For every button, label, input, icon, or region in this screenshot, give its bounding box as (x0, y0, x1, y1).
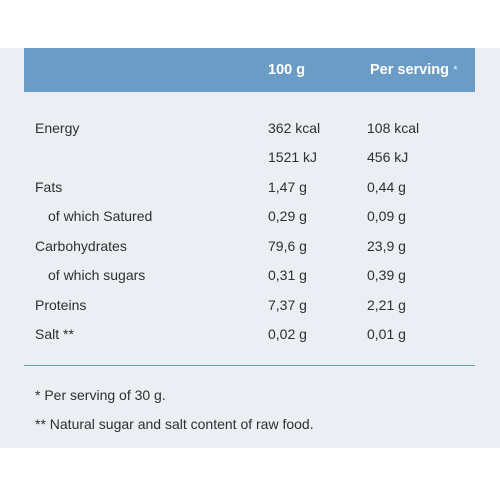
table-row-carbohydrates: Carbohydrates 79,6 g 23,9 g (0, 236, 500, 256)
row-value-100g: 0,02 g (268, 326, 307, 342)
header-100g: 100 g (268, 62, 306, 78)
table-row-salt: Salt ** 0,02 g 0,01 g (0, 324, 500, 344)
row-value-serving: 0,09 g (367, 208, 406, 224)
row-label: Salt ** (35, 326, 74, 342)
table-row-saturated: of which Satured 0,29 g 0,09 g (0, 206, 500, 226)
row-value-100g: 1,47 g (268, 179, 307, 195)
header-asterisk: * (453, 63, 458, 77)
row-value-serving: 108 kcal (367, 120, 420, 136)
row-value-serving: 0,39 g (367, 267, 406, 283)
footnote-serving: * Per serving of 30 g. (35, 387, 166, 403)
row-value-serving: 456 kJ (367, 149, 409, 165)
row-label: Fats (35, 179, 63, 195)
table-row-sugars: of which sugars 0,31 g 0,39 g (0, 265, 500, 285)
table-row-fats: Fats 1,47 g 0,44 g (0, 177, 500, 197)
row-label: Carbohydrates (35, 238, 127, 254)
row-value-100g: 7,37 g (268, 297, 307, 313)
row-label: of which Satured (48, 208, 153, 224)
footnote-natural-content: ** Natural sugar and salt content of raw… (35, 416, 314, 432)
row-value-100g: 1521 kJ (268, 149, 318, 165)
row-value-100g: 362 kcal (268, 120, 321, 136)
table-divider (24, 365, 475, 366)
row-value-100g: 0,31 g (268, 267, 307, 283)
row-value-serving: 0,44 g (367, 179, 406, 195)
row-value-serving: 23,9 g (367, 238, 406, 254)
row-value-serving: 2,21 g (367, 297, 406, 313)
row-label: Energy (35, 120, 80, 136)
row-value-100g: 79,6 g (268, 238, 307, 254)
table-header: 100 g Per serving * (24, 48, 475, 92)
table-row-proteins: Proteins 7,37 g 2,21 g (0, 295, 500, 315)
row-value-100g: 0,29 g (268, 208, 307, 224)
table-row-energy-kj: 1521 kJ 456 kJ (0, 147, 500, 167)
table-row-energy-kcal: Energy 362 kcal 108 kcal (0, 118, 500, 138)
row-value-serving: 0,01 g (367, 326, 406, 342)
header-per-serving-label: Per serving (370, 62, 449, 78)
row-label: Proteins (35, 297, 87, 313)
nutrition-panel: 100 g Per serving * Energy 362 kcal 108 … (0, 48, 500, 448)
header-per-serving: Per serving * (370, 48, 458, 92)
row-label: of which sugars (48, 267, 146, 283)
